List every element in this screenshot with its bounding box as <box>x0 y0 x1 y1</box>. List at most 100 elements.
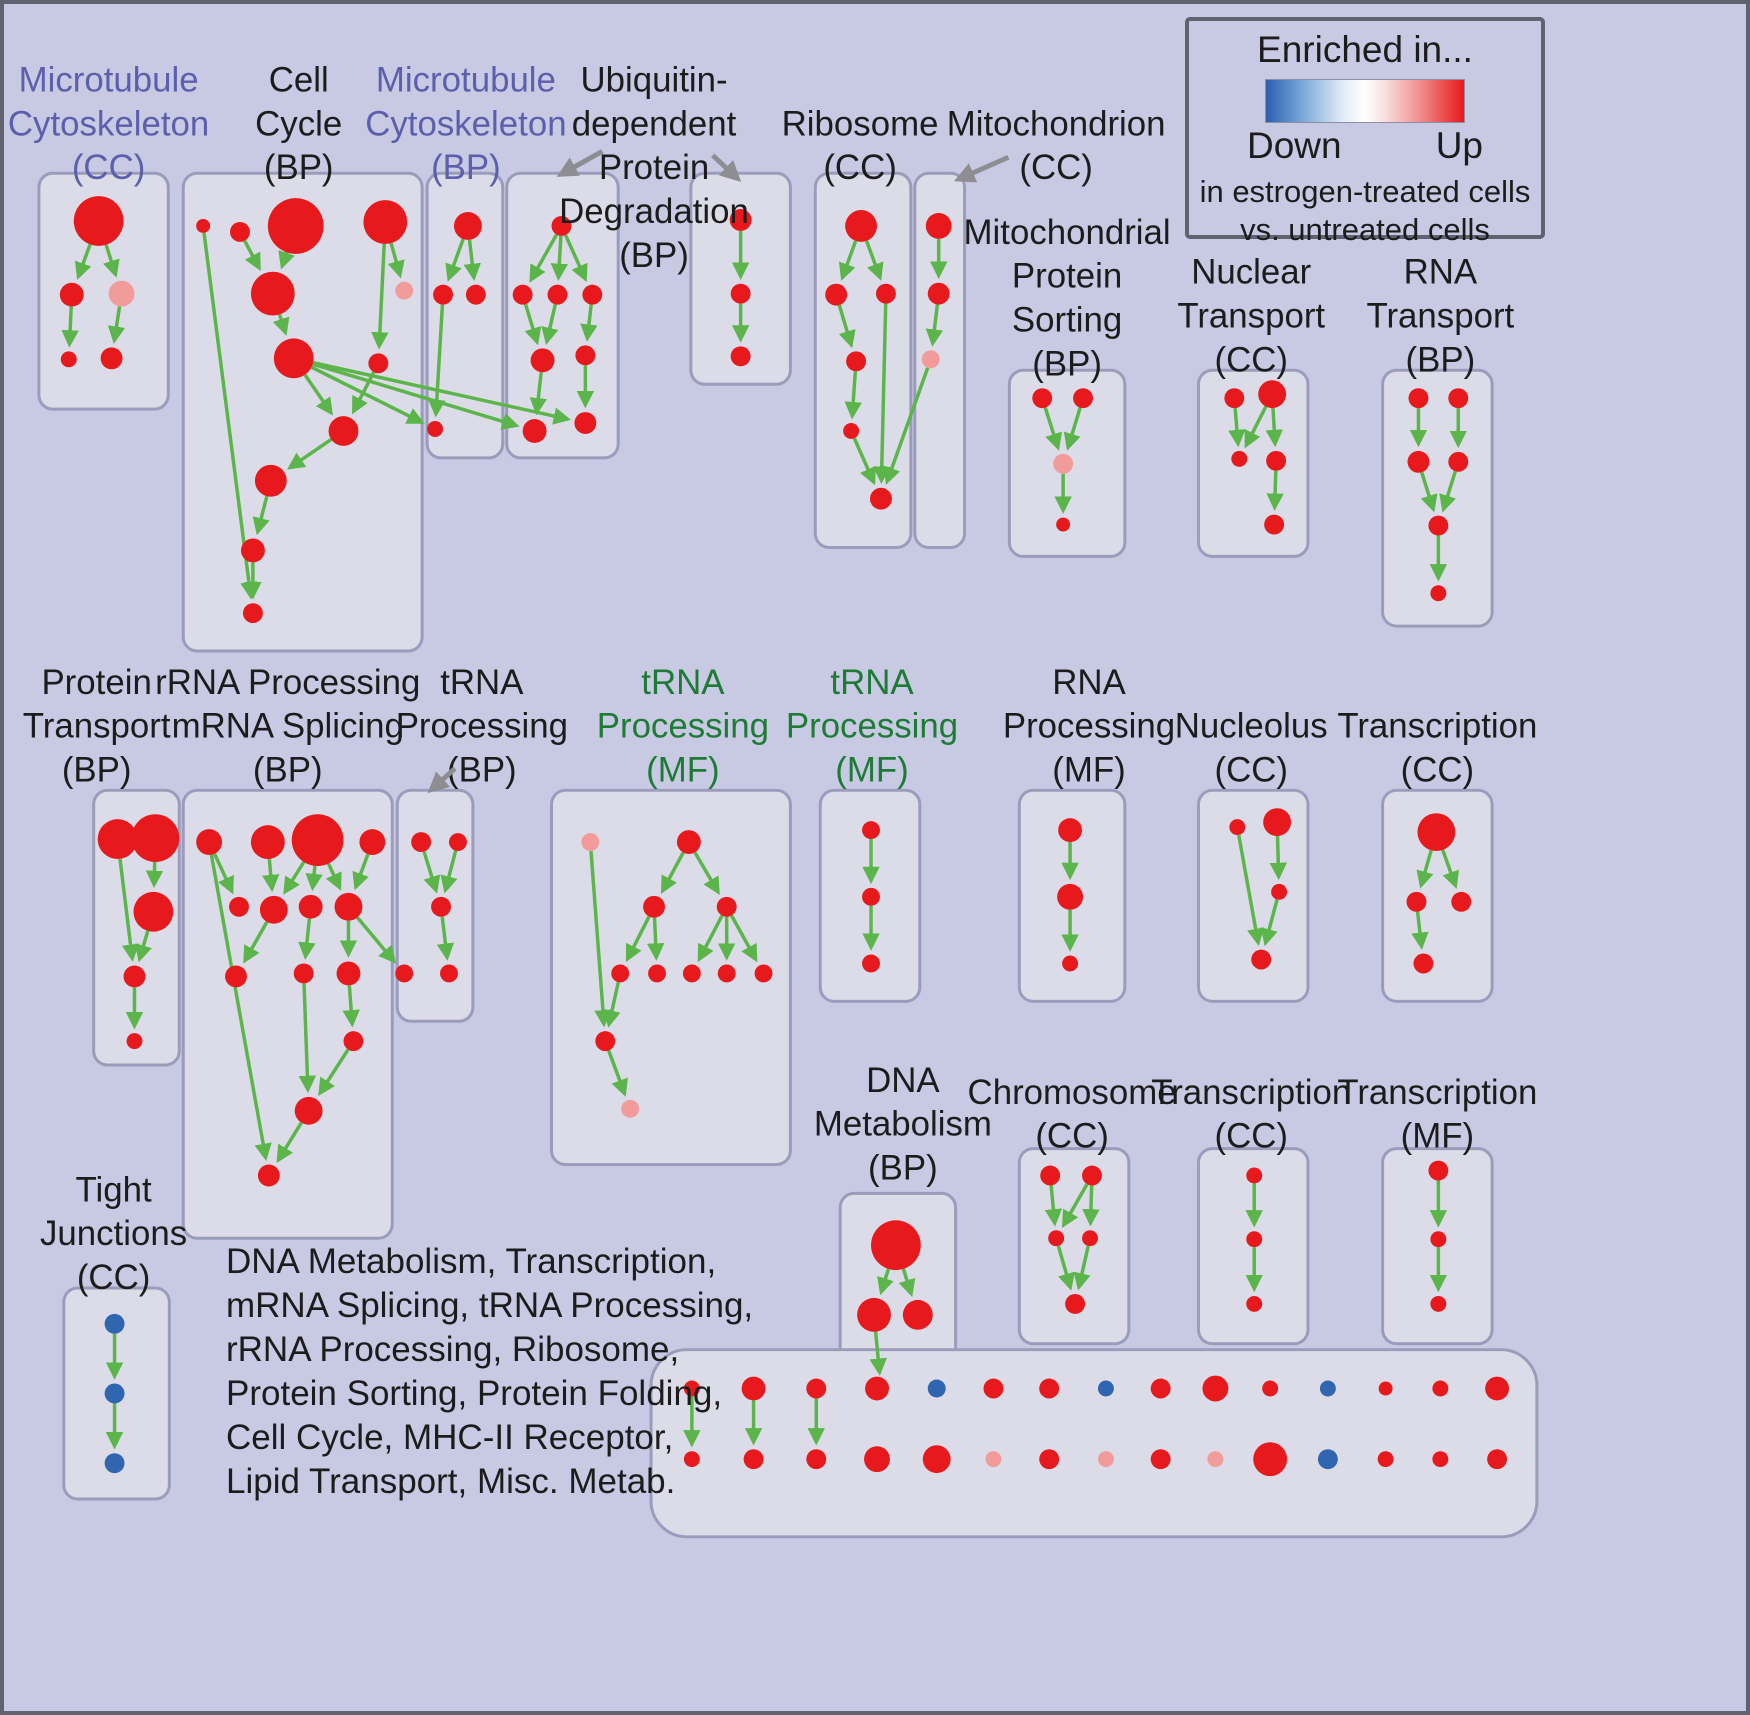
edge-arrow <box>1237 834 1265 947</box>
layer-nodes <box>59 196 1510 1477</box>
node-transcription-cc-low-1 <box>1246 1231 1263 1248</box>
node-trna-processing-bp-4 <box>440 964 458 983</box>
node-ubiquitin-degradation-bp-4 <box>530 348 555 373</box>
edge-arrow <box>1265 407 1283 448</box>
group-label-nuclear-transport-cc: Nuclear Transport (CC) <box>1177 253 1325 380</box>
edge-arrow <box>898 1268 916 1298</box>
edge-arrow <box>873 303 891 485</box>
node-misc-cluster-28 <box>1432 1451 1449 1468</box>
node-trna-processing-mf-large-4 <box>611 964 630 983</box>
group-box-nuclear-transport-cc <box>1196 368 1310 558</box>
node-cell-cycle-bp-6 <box>273 338 314 379</box>
node-protein-transport-bp-2 <box>133 891 174 932</box>
group-label-chromosome-cc: Chromosome (CC) <box>968 1073 1177 1156</box>
edge-arrow <box>440 850 458 894</box>
edge-arrow <box>529 233 559 283</box>
node-misc-cluster-6 <box>1039 1378 1060 1399</box>
node-chromosome-cc-1 <box>1082 1165 1102 1186</box>
node-mitochondrial-protein-sorting-bp-1 <box>1073 388 1093 409</box>
node-microtubule-cytoskeleton-cc-4 <box>100 347 123 370</box>
edge-arrow <box>212 853 234 895</box>
node-rna-transport-bp-1 <box>1448 388 1469 409</box>
node-ubiquitin-degradation-bp-6 <box>522 419 547 443</box>
group-label-rrna-processing-mrna-splicing-bp: rRNA Processing mRNA Splicing (BP) <box>155 663 420 790</box>
node-dna-metabolism-bp-1 <box>857 1297 891 1332</box>
edge-arrow <box>283 861 306 895</box>
edge-arrow <box>312 362 520 430</box>
node-misc-cluster-5 <box>983 1378 1004 1399</box>
edge-arrow <box>276 1121 303 1164</box>
edge-arrow <box>352 853 370 891</box>
node-ubiquitin-degradation-bp-2-2 <box>730 346 751 367</box>
node-trna-processing-mf-small-2 <box>862 954 880 973</box>
edge-arrow <box>660 851 685 894</box>
legend-axis-labels: Down Up <box>1189 125 1541 167</box>
node-rna-processing-mf-2 <box>1062 955 1079 972</box>
node-misc-cluster-22 <box>1097 1451 1114 1468</box>
edge-arrow <box>278 250 295 270</box>
node-ribosome-cc-4 <box>843 423 860 439</box>
group-label-mitochondrial-protein-sorting-bp: Mitochondrial Protein Sorting (BP) <box>964 213 1171 383</box>
node-ubiquitin-degradation-bp-2 <box>547 284 568 305</box>
node-cell-cycle-bp-2 <box>267 198 324 254</box>
node-dna-metabolism-bp-2 <box>902 1299 933 1330</box>
node-microtubule-cytoskeleton-bp-0 <box>453 212 482 240</box>
node-misc-cluster-4 <box>927 1379 946 1398</box>
node-protein-transport-bp-4 <box>126 1033 143 1050</box>
edge-arrow <box>1266 470 1284 511</box>
edge-arrow <box>625 915 651 963</box>
legend-subtitle: in estrogen-treated cells vs. untreated … <box>1199 174 1531 247</box>
edge-arrow <box>852 437 876 486</box>
group-box-misc-cluster <box>649 1348 1539 1539</box>
edge-arrow <box>1439 470 1457 513</box>
node-misc-cluster-24 <box>1207 1451 1224 1468</box>
node-nuclear-transport-cc-4 <box>1264 514 1285 535</box>
node-rrna-processing-mrna-splicing-bp-1 <box>250 825 285 859</box>
edge-arrow <box>243 921 269 964</box>
node-rrna-processing-mrna-splicing-bp-3 <box>359 829 386 856</box>
edge-arrow <box>563 234 588 283</box>
edge-arrow <box>102 244 120 278</box>
edge-arrow <box>371 243 389 350</box>
edge-arrow <box>135 930 152 963</box>
edge-arrow <box>646 917 665 961</box>
node-misc-cluster-21 <box>1039 1449 1060 1470</box>
node-microtubule-cytoskeleton-cc-2 <box>108 280 135 307</box>
node-trna-processing-mf-large-10 <box>621 1099 640 1118</box>
node-mitochondrial-protein-sorting-bp-3 <box>1056 517 1071 532</box>
edge-arrow <box>1082 1185 1100 1227</box>
misc-cluster-label: DNA Metabolism, Transcription, mRNA Spli… <box>226 1242 754 1501</box>
node-ribosome-cc-1 <box>825 283 848 306</box>
edge-arrow <box>1420 471 1438 513</box>
node-rna-transport-bp-3 <box>1448 451 1469 472</box>
node-trna-processing-bp-0 <box>411 832 432 853</box>
edge-arrow <box>864 240 884 281</box>
edge-arrow <box>272 313 290 336</box>
edge-arrow <box>1441 849 1459 889</box>
edge-arrow <box>422 851 441 894</box>
node-ubiquitin-degradation-bp-1 <box>512 284 533 305</box>
edge-arrow <box>312 360 572 425</box>
edge-arrow <box>541 303 559 346</box>
group-label-protein-transport-bp: Protein Transport (BP) <box>23 663 171 790</box>
group-label-tight-junctions-cc: Tight Junctions (CC) <box>40 1170 187 1297</box>
edge-arrow <box>287 437 333 470</box>
node-misc-cluster-13 <box>1432 1380 1449 1397</box>
node-microtubule-cytoskeleton-bp-2 <box>465 284 486 305</box>
node-cell-cycle-bp-11 <box>242 603 263 624</box>
node-cell-cycle-bp-1 <box>230 221 250 242</box>
edge-arrow <box>303 373 333 416</box>
node-rrna-processing-mrna-splicing-bp-13 <box>257 1164 280 1187</box>
legend-down-label: Down <box>1247 125 1342 166</box>
node-ubiquitin-degradation-bp-2-1 <box>730 283 751 304</box>
node-rna-processing-mf-0 <box>1058 818 1083 843</box>
group-label-nucleolus-cc: Nucleolus (CC) <box>1175 707 1328 790</box>
group-label-ribosome-cc: Ribosome (CC) <box>782 104 939 187</box>
edge-arrow <box>252 495 270 536</box>
node-protein-transport-bp-0 <box>97 819 138 859</box>
node-trna-processing-mf-large-3 <box>716 896 737 917</box>
node-transcription-cc-mid-0 <box>1417 813 1456 852</box>
node-misc-cluster-20 <box>985 1451 1002 1468</box>
node-transcription-cc-mid-2 <box>1451 891 1472 912</box>
